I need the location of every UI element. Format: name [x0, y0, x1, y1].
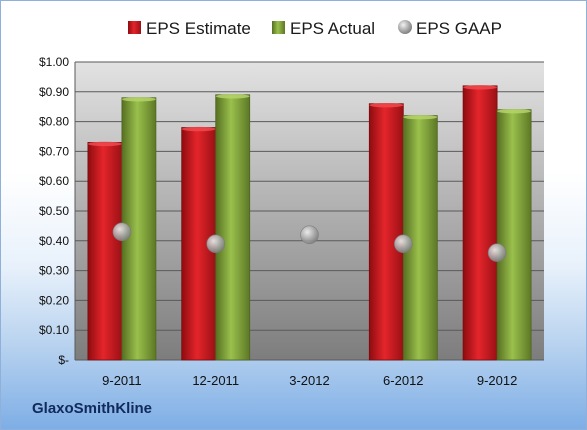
y-tick-label: $0.90	[39, 85, 69, 99]
bar-actual-cap	[403, 114, 438, 120]
x-tick-label: 9-2011	[102, 373, 142, 388]
y-tick-label: $0.30	[39, 264, 69, 278]
bar-actual-cap	[121, 97, 156, 102]
x-tick-label: 3-2012	[289, 373, 329, 388]
bar-estimate-cap	[181, 126, 216, 132]
y-axis: $- $0.10 $0.20 $0.30 $0.40 $0.50 $0.60 $0.70 $0.…	[39, 55, 76, 367]
legend-label-estimate: EPS Estimate	[146, 19, 251, 38]
legend-swatch-gaap	[398, 20, 412, 34]
marker-eps-gaap	[300, 225, 319, 245]
y-tick-label: $1.00	[39, 55, 69, 69]
y-tick-label: $0.60	[39, 174, 69, 188]
x-tick-label: 6-2012	[383, 373, 423, 388]
bar-eps-actual	[215, 94, 251, 361]
x-axis: 9-2011 12-2011 3-2012 6-2012 9-2012	[102, 373, 517, 388]
x-tick-label: 12-2011	[192, 373, 239, 388]
legend-label-gaap: EPS GAAP	[416, 19, 502, 38]
marker-eps-gaap	[487, 243, 507, 263]
marker-eps-gaap	[206, 234, 225, 254]
gaap-markers	[112, 222, 507, 263]
bar-eps-estimate	[368, 103, 404, 361]
bar-eps-estimate	[87, 142, 123, 361]
legend-swatch-actual	[272, 21, 285, 34]
x-tick-label: 9-2012	[477, 373, 517, 388]
y-tick-label: $0.20	[39, 293, 69, 307]
bars	[87, 85, 532, 361]
legend-swatch-estimate	[128, 21, 141, 34]
marker-eps-gaap	[393, 234, 413, 254]
y-tick-label: $0.70	[39, 144, 69, 158]
y-tick-label: $-	[58, 353, 69, 367]
y-tick-label: $0.80	[39, 115, 69, 129]
bar-estimate-cap	[463, 85, 498, 90]
bar-eps-estimate	[462, 85, 498, 361]
bar-estimate-cap	[369, 103, 404, 108]
company-name: GlaxoSmithKline	[32, 400, 153, 417]
bar-eps-actual	[496, 109, 532, 361]
bar-actual-cap	[215, 94, 250, 99]
y-tick-label: $0.50	[39, 204, 69, 218]
legend-label-actual: EPS Actual	[290, 19, 375, 38]
y-tick-label: $0.10	[39, 323, 69, 337]
bar-estimate-cap	[87, 141, 122, 147]
bar-actual-cap	[497, 108, 532, 114]
y-tick-label: $0.40	[39, 234, 69, 248]
legend: EPS Estimate EPS Actual EPS GAAP	[128, 19, 502, 38]
marker-eps-gaap	[112, 222, 132, 242]
